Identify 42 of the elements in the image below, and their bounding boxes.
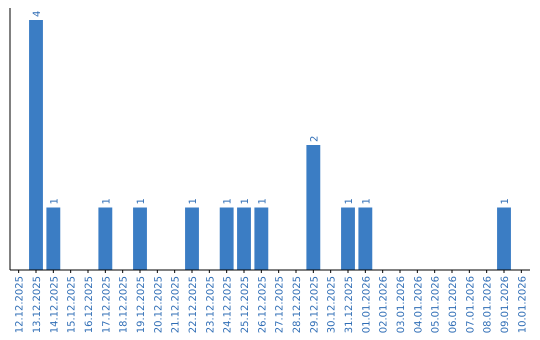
data-label: 1	[361, 198, 372, 204]
x-tick-label: 09.01.2026	[500, 276, 511, 334]
x-tick-label: 28.12.2025	[292, 276, 303, 334]
x-tick-label: 23.12.2025	[205, 276, 216, 334]
x-tick-label: 30.12.2025	[326, 276, 338, 334]
x-tick-label: 08.01.2026	[482, 276, 494, 334]
x-tick-label: 21.12.2025	[170, 276, 182, 334]
x-tick-label: 02.01.2026	[378, 276, 390, 334]
data-label: 4	[32, 10, 43, 17]
data-label: 1	[500, 198, 511, 204]
x-tick-label: 18.12.2025	[118, 276, 130, 334]
x-tick-label: 12.12.2025	[14, 276, 26, 334]
x-tick-label: 04.01.2026	[413, 276, 424, 334]
x-tick-label: 20.12.2025	[153, 276, 164, 334]
data-label: 1	[240, 198, 251, 204]
x-tick-label: 14.12.2025	[49, 276, 60, 334]
x-tick-label: 16.12.2025	[84, 276, 95, 334]
data-label: 1	[344, 198, 355, 204]
data-label: 1	[49, 198, 60, 204]
x-tick-label: 31.12.2025	[344, 276, 355, 334]
x-tick-label: 29.12.2025	[309, 276, 320, 334]
data-label: 1	[257, 198, 268, 204]
x-tick-label: 03.01.2026	[396, 276, 407, 334]
data-label: 1	[136, 198, 147, 204]
x-tick-label: 13.12.2025	[32, 276, 43, 334]
x-tick-label: 22.12.2025	[188, 276, 199, 334]
x-tick-label: 01.01.2026	[361, 276, 372, 334]
x-tick-label: 26.12.2025	[257, 276, 268, 334]
x-tick-label: 07.01.2026	[465, 276, 476, 334]
x-tick-label: 25.12.2025	[240, 276, 251, 334]
data-label: 1	[188, 198, 199, 204]
x-tick-label: 17.12.2025	[101, 276, 112, 334]
x-tick-label: 15.12.2025	[66, 276, 78, 334]
data-label: 1	[222, 198, 234, 204]
x-tick-label: 10.01.2026	[517, 276, 528, 334]
x-tick-label: 19.12.2025	[136, 276, 147, 334]
data-label: 2	[309, 136, 320, 142]
x-tick-label: 27.12.2025	[274, 276, 286, 334]
x-tick-label: 06.01.2026	[448, 276, 459, 334]
x-tick-label: 24.12.2025	[222, 276, 234, 334]
data-label: 1	[101, 198, 112, 204]
x-tick-label: 05.01.2026	[430, 276, 442, 334]
